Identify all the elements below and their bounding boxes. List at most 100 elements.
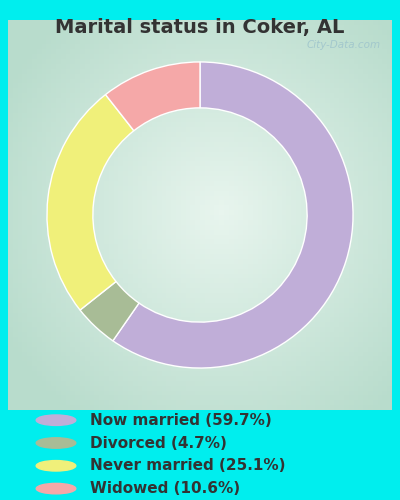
Bar <box>291 381 296 386</box>
Bar <box>387 166 392 171</box>
Bar <box>210 274 214 278</box>
Bar <box>157 234 162 240</box>
Bar <box>334 386 339 390</box>
Bar <box>262 132 267 137</box>
Bar <box>22 93 27 98</box>
Bar <box>344 186 349 190</box>
Bar <box>27 244 32 249</box>
Bar <box>358 181 363 186</box>
Bar <box>354 190 358 196</box>
Bar <box>138 205 142 210</box>
Bar <box>80 205 85 210</box>
Bar <box>13 108 18 112</box>
Bar <box>301 181 306 186</box>
Bar <box>344 376 349 381</box>
Bar <box>123 396 128 400</box>
Bar <box>258 142 262 147</box>
Bar <box>186 293 190 298</box>
Bar <box>238 34 243 40</box>
Bar <box>176 249 181 254</box>
Bar <box>80 186 85 190</box>
Bar <box>382 274 387 278</box>
Bar <box>224 210 229 215</box>
Bar <box>272 371 277 376</box>
Bar <box>42 78 46 84</box>
Bar <box>258 327 262 332</box>
Bar <box>70 25 75 30</box>
Bar <box>190 220 195 225</box>
Bar <box>80 44 85 50</box>
Bar <box>94 34 99 40</box>
Bar <box>190 88 195 93</box>
Bar <box>363 181 368 186</box>
Bar <box>296 30 301 34</box>
Bar <box>248 293 253 298</box>
Bar <box>80 147 85 152</box>
Bar <box>171 166 176 171</box>
Bar <box>378 152 382 156</box>
Bar <box>195 196 200 200</box>
Bar <box>147 215 152 220</box>
Bar <box>267 298 272 302</box>
Bar <box>205 147 210 152</box>
Bar <box>368 181 373 186</box>
Bar <box>296 230 301 234</box>
Bar <box>330 166 334 171</box>
Bar <box>272 78 277 84</box>
Bar <box>258 132 262 137</box>
Bar <box>368 337 373 342</box>
Bar <box>22 376 27 381</box>
Bar <box>142 366 147 371</box>
Bar <box>243 44 248 50</box>
Bar <box>166 54 171 59</box>
Bar <box>99 259 104 264</box>
Bar <box>32 298 37 302</box>
Bar <box>286 162 291 166</box>
Bar <box>176 390 181 396</box>
Bar <box>123 249 128 254</box>
Bar <box>205 181 210 186</box>
Bar <box>61 118 66 122</box>
Bar <box>363 54 368 59</box>
Bar <box>238 405 243 410</box>
Bar <box>32 356 37 361</box>
Bar <box>334 259 339 264</box>
Bar <box>296 162 301 166</box>
Bar <box>229 137 234 142</box>
Bar <box>306 346 310 352</box>
Bar <box>138 288 142 293</box>
Bar <box>85 152 90 156</box>
Bar <box>210 322 214 327</box>
Bar <box>22 152 27 156</box>
Bar <box>27 103 32 108</box>
Bar <box>267 342 272 346</box>
Bar <box>267 30 272 34</box>
Bar <box>291 332 296 337</box>
Bar <box>94 240 99 244</box>
Bar <box>147 171 152 176</box>
Bar <box>13 371 18 376</box>
Bar <box>286 112 291 117</box>
Bar <box>142 200 147 205</box>
Bar <box>310 30 315 34</box>
Bar <box>190 332 195 337</box>
Bar <box>344 288 349 293</box>
Bar <box>90 103 94 108</box>
Bar <box>8 308 13 312</box>
Bar <box>61 259 66 264</box>
Bar <box>118 50 123 54</box>
Bar <box>128 210 133 215</box>
Bar <box>378 200 382 205</box>
Bar <box>387 54 392 59</box>
Bar <box>272 220 277 225</box>
Bar <box>214 361 219 366</box>
Bar <box>157 50 162 54</box>
Bar <box>22 278 27 283</box>
Bar <box>210 40 214 44</box>
Bar <box>133 400 138 405</box>
Bar <box>166 302 171 308</box>
Bar <box>85 381 90 386</box>
Bar <box>133 142 138 147</box>
Bar <box>262 318 267 322</box>
Bar <box>296 147 301 152</box>
